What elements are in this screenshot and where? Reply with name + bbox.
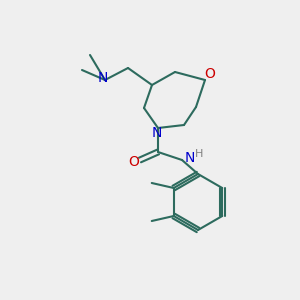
Text: O: O bbox=[129, 155, 140, 169]
Text: N: N bbox=[185, 151, 195, 165]
Text: N: N bbox=[152, 126, 162, 140]
Text: H: H bbox=[195, 149, 203, 159]
Text: O: O bbox=[205, 67, 215, 81]
Text: N: N bbox=[98, 71, 108, 85]
